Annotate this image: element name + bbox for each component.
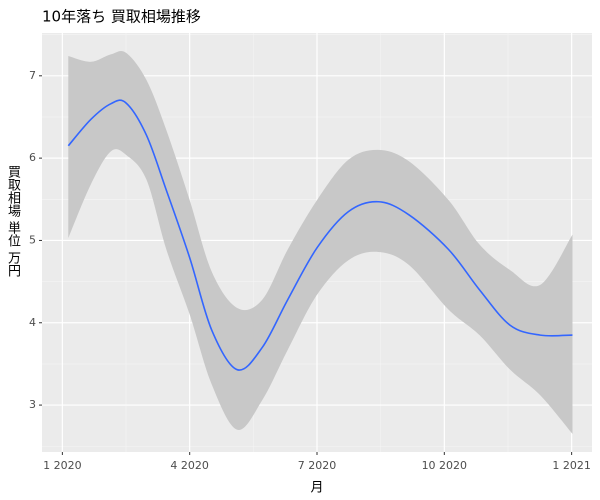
- y-tick-label: 7: [29, 69, 36, 82]
- x-tick-label: 1 2021: [552, 459, 591, 472]
- x-tick-label: 7 2020: [298, 459, 337, 472]
- smooth-line: [67, 99, 573, 371]
- x-tick-label: 1 2020: [43, 459, 82, 472]
- y-tick-label: 6: [29, 151, 36, 164]
- x-tick-label: 10 2020: [422, 459, 468, 472]
- y-tick-label: 5: [29, 233, 36, 246]
- chart-title: 10年落ち 買取相場推移: [42, 8, 201, 26]
- x-axis-label: 月: [310, 481, 323, 496]
- y-tick-label: 4: [29, 316, 36, 329]
- y-axis-label: 買取相場 単位 万円: [5, 165, 20, 278]
- y-tick-label: 3: [29, 398, 36, 411]
- x-tick-label: 4 2020: [170, 459, 209, 472]
